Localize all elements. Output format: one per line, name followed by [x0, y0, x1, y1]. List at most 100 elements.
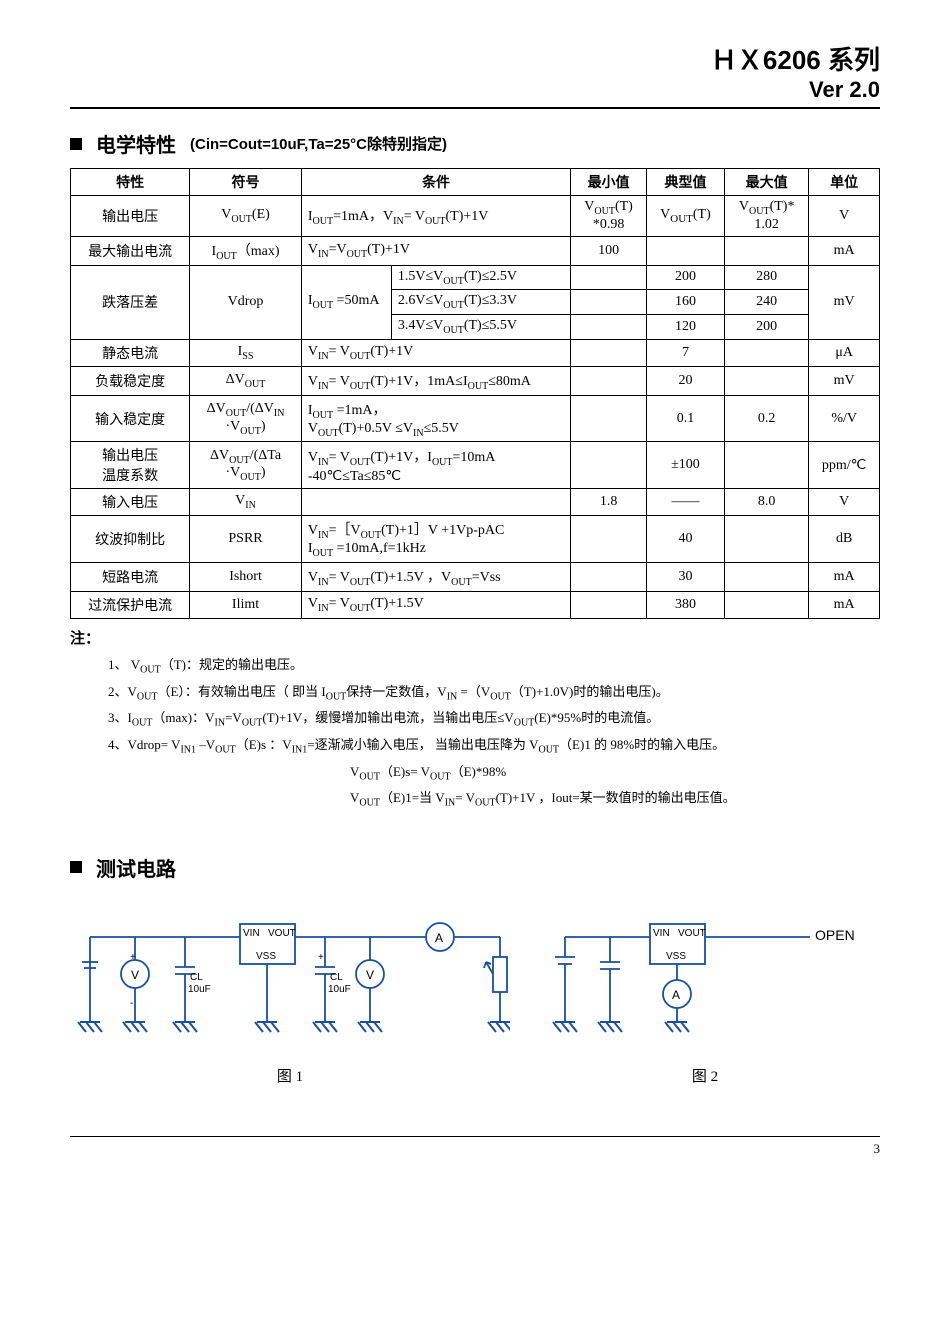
cell-cond: VIN= VOUT(T)+1.5V ，VOUT=Vss [301, 562, 570, 591]
cell-typ: 20 [646, 366, 724, 395]
svg-text:+: + [130, 952, 136, 963]
th-max: 最大值 [725, 169, 809, 196]
svg-text:10uF: 10uF [328, 984, 351, 995]
svg-text:VIN: VIN [653, 928, 670, 939]
section-subtitle: (Cin=Cout=10uF,Ta=25°C除特别指定) [190, 133, 447, 154]
cell-char: 输入稳定度 [71, 395, 190, 442]
cell-typ: 160 [646, 290, 724, 315]
cell-unit: mV [809, 265, 880, 339]
cell-char: 过流保护电流 [71, 591, 190, 618]
cell-max: VOUT(T)*1.02 [725, 196, 809, 237]
cell-unit: mA [809, 562, 880, 591]
table-row: 静态电流 ISS VIN= VOUT(T)+1V 7 μA [71, 339, 880, 366]
section-electrical-title: 电学特性 (Cin=Cout=10uF,Ta=25°C除特别指定) [70, 129, 880, 158]
cell-typ: ±100 [646, 442, 724, 489]
cell-min [571, 395, 647, 442]
cell-unit: dB [809, 516, 880, 563]
cell-max: 8.0 [725, 489, 809, 516]
cell-max [725, 442, 809, 489]
cell-cond: 2.6V≤VOUT(T)≤3.3V [391, 290, 570, 315]
svg-text:A: A [435, 931, 443, 945]
cell-min [571, 339, 647, 366]
circuit-title-text: 测试电路 [96, 853, 176, 882]
svg-text:VOUT: VOUT [678, 928, 706, 939]
table-row: 纹波抑制比 PSRR VIN=［VOUT(T)+1］V +1Vp-pACIOUT… [71, 516, 880, 563]
cell-min: 100 [571, 236, 647, 265]
note-5: VOUT（E)s= VOUT（E)*98% [70, 760, 880, 787]
cell-cond: 1.5V≤VOUT(T)≤2.5V [391, 265, 570, 290]
svg-text:V: V [366, 968, 374, 982]
cell-char: 最大输出电流 [71, 236, 190, 265]
note-3: 3、IOUT（max)：VIN=VOUT(T)+1V，缓慢增加输出电流，当输出电… [70, 706, 880, 733]
circuit-fig2: VIN VOUT VSS A OPEN 图 2 [540, 902, 870, 1086]
svg-text:+: + [318, 952, 324, 963]
cell-typ: 30 [646, 562, 724, 591]
v-label: V [131, 968, 139, 982]
cell-sym: IOUT（max) [190, 236, 302, 265]
cell-sym: ΔVOUT/(ΔVIN·VOUT) [190, 395, 302, 442]
cell-cond-prefix: IOUT =50mA [301, 265, 391, 339]
header-version: Ver 2.0 [70, 77, 880, 103]
page-number: 3 [70, 1136, 880, 1157]
table-row: 最大输出电流 IOUT（max) VIN=VOUT(T)+1V 100 mA [71, 236, 880, 265]
section-title-text: 电学特性 [96, 129, 176, 158]
cell-unit: ppm/℃ [809, 442, 880, 489]
bullet-icon [70, 861, 82, 873]
cell-char: 短路电流 [71, 562, 190, 591]
th-cond: 条件 [301, 169, 570, 196]
cell-cond: IOUT =1mA，VOUT(T)+0.5V ≤VIN≤5.5V [301, 395, 570, 442]
svg-text:VSS: VSS [256, 951, 276, 962]
notes-block: 注： 1、 VOUT（T)：规定的输出电压。 2、VOUT（E）：有效输出电压（… [70, 625, 880, 813]
cell-typ: —— [646, 489, 724, 516]
svg-text:10uF: 10uF [188, 984, 211, 995]
cell-max: 240 [725, 290, 809, 315]
note-4: 4、Vdrop= VIN1 –VOUT（E)s ：VIN1=逐渐减小输入电压， … [70, 733, 880, 760]
cell-sym: ISS [190, 339, 302, 366]
note-2: 2、VOUT（E）：有效输出电压（ 即当 IOUT保持一定数值，VIN =（VO… [70, 680, 880, 707]
circuits-row: + - + [70, 902, 880, 1086]
th-sym: 符号 [190, 169, 302, 196]
table-header-row: 特性 符号 条件 最小值 典型值 最大值 单位 [71, 169, 880, 196]
cell-cond [301, 489, 570, 516]
svg-text:CL: CL [330, 972, 343, 983]
cell-sym: PSRR [190, 516, 302, 563]
circuit2-svg: VIN VOUT VSS A OPEN [540, 902, 870, 1052]
cell-max: 280 [725, 265, 809, 290]
table-row: 输出电压 VOUT(E) IOUT=1mA，VIN= VOUT(T)+1V VO… [71, 196, 880, 237]
cell-unit: %/V [809, 395, 880, 442]
fig1-label: 图 1 [70, 1065, 510, 1086]
note-1: 1、 VOUT（T)：规定的输出电压。 [70, 653, 880, 680]
cell-char: 跌落压差 [71, 265, 190, 339]
cell-cond: VIN=VOUT(T)+1V [301, 236, 570, 265]
table-row: 输入稳定度 ΔVOUT/(ΔVIN·VOUT) IOUT =1mA，VOUT(T… [71, 395, 880, 442]
cell-unit: V [809, 489, 880, 516]
cell-typ: VOUT(T) [646, 196, 724, 237]
cell-min [571, 265, 647, 290]
cell-typ: 0.1 [646, 395, 724, 442]
cell-min [571, 562, 647, 591]
cell-sym: VIN [190, 489, 302, 516]
cell-cond: VIN=［VOUT(T)+1］V +1Vp-pACIOUT =10mA,f=1k… [301, 516, 570, 563]
cell-unit: V [809, 196, 880, 237]
cell-min [571, 366, 647, 395]
cell-char: 输入电压 [71, 489, 190, 516]
svg-text:VOUT: VOUT [268, 928, 296, 939]
cell-min [571, 591, 647, 618]
svg-text:CL: CL [190, 972, 203, 983]
cell-sym: Ishort [190, 562, 302, 591]
cell-cond: VIN= VOUT(T)+1V [301, 339, 570, 366]
table-row: 负载稳定度 ΔVOUT VIN= VOUT(T)+1V，1mA≤IOUT≤80m… [71, 366, 880, 395]
cell-typ: 7 [646, 339, 724, 366]
cell-typ: 200 [646, 265, 724, 290]
th-unit: 单位 [809, 169, 880, 196]
th-char: 特性 [71, 169, 190, 196]
bullet-icon [70, 138, 82, 150]
cell-char: 输出电压温度系数 [71, 442, 190, 489]
open-label: OPEN [815, 927, 855, 943]
th-min: 最小值 [571, 169, 647, 196]
cell-sym: Ilimt [190, 591, 302, 618]
cell-char: 负载稳定度 [71, 366, 190, 395]
cell-sym: ΔVOUT/(ΔTa·VOUT) [190, 442, 302, 489]
cell-sym: VOUT(E) [190, 196, 302, 237]
svg-text:VSS: VSS [666, 951, 686, 962]
